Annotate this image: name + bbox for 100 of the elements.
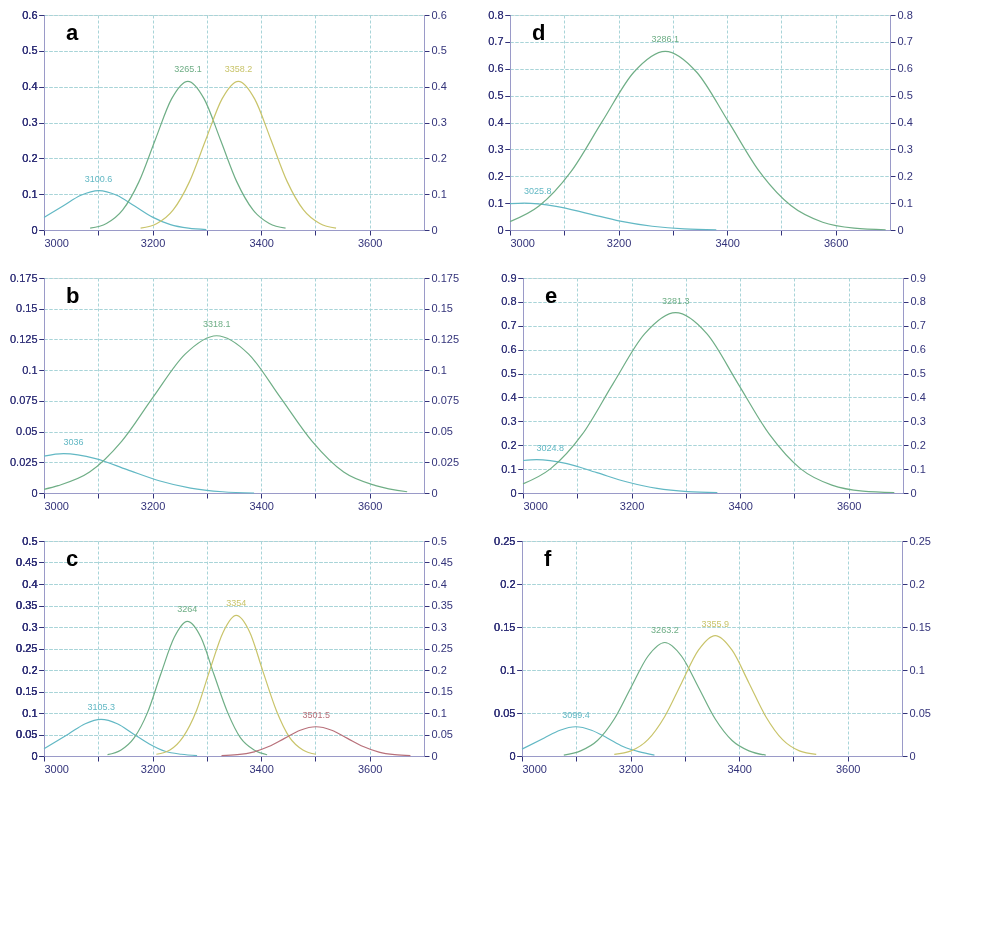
y2-tick-label: 0.4 bbox=[897, 116, 913, 128]
line-series bbox=[43, 335, 408, 493]
y2-tick-label: 0.9 bbox=[910, 271, 926, 284]
y2-tick-label: 0.075 bbox=[431, 394, 460, 407]
y2-tick-label: 0.3 bbox=[897, 142, 913, 155]
annotation: 3358.2 bbox=[224, 64, 253, 75]
y2-tick-label: 0.4 bbox=[910, 390, 926, 403]
y-tick-label: 0.4 bbox=[488, 116, 504, 128]
x-tick-label: 3200 bbox=[140, 762, 166, 775]
y-tick-label: 0.6 bbox=[488, 62, 504, 75]
y2-tick-label: 0.05 bbox=[909, 706, 931, 719]
y-tick-label: 0.5 bbox=[501, 367, 517, 380]
line-series bbox=[522, 312, 895, 494]
line-series bbox=[509, 50, 887, 231]
y2-tick-label: 0.125 bbox=[431, 332, 460, 345]
y-tick-label: 0 bbox=[510, 486, 517, 499]
y2-tick-label: 0.025 bbox=[431, 455, 460, 468]
y-tick-label: 0.3 bbox=[501, 414, 517, 427]
line-series bbox=[563, 641, 767, 756]
y2-tick-label: 0.2 bbox=[431, 663, 447, 676]
y-tick-label: 0 bbox=[509, 749, 516, 762]
y2-tick-label: 0.1 bbox=[431, 706, 447, 719]
y2-tick-label: 0.35 bbox=[431, 599, 453, 611]
y2-tick-label: 0 bbox=[909, 749, 916, 762]
x-tick-label: 3400 bbox=[727, 762, 752, 775]
y2-tick-label: 0.1 bbox=[909, 663, 925, 676]
y2-tick-label: 0.2 bbox=[431, 151, 447, 164]
y-tick-label: 0.05 bbox=[494, 706, 516, 719]
y2-tick-label: 0.5 bbox=[910, 367, 926, 380]
y-tick-label: 0.05 bbox=[16, 425, 38, 438]
annotation: 3025.8 bbox=[524, 186, 552, 197]
y-tick-label: 0.2 bbox=[22, 151, 38, 164]
y2-tick-label: 0.3 bbox=[431, 620, 447, 633]
x-tick-label: 3000 bbox=[522, 762, 547, 775]
annotation: 3281.3 bbox=[661, 295, 690, 306]
y-tick-label: 0.075 bbox=[9, 394, 38, 407]
x-tick-label: 3000 bbox=[44, 236, 69, 249]
y-tick-label: 0 bbox=[497, 223, 504, 236]
y2-tick-label: 0 bbox=[431, 223, 438, 236]
annotation: 3099.4 bbox=[562, 709, 590, 720]
x-tick-label: 3200 bbox=[619, 499, 645, 512]
y2-tick-label: 0.2 bbox=[897, 169, 913, 182]
x-tick-label: 3600 bbox=[836, 499, 862, 512]
y-tick-label: 0.05 bbox=[16, 728, 38, 740]
x-tick-label: 3400 bbox=[728, 499, 753, 512]
y2-tick-label: 0 bbox=[431, 486, 438, 499]
y-tick-label: 0.35 bbox=[16, 599, 38, 611]
annotation: 3024.8 bbox=[536, 442, 564, 453]
y2-tick-label: 0.05 bbox=[431, 425, 453, 438]
y-tick-label: 0.9 bbox=[501, 271, 517, 284]
y2-tick-label: 0.15 bbox=[909, 620, 931, 633]
annotation: 3264 bbox=[177, 604, 198, 615]
x-tick-label: 3600 bbox=[357, 499, 383, 512]
y2-tick-label: 0.6 bbox=[910, 343, 926, 356]
y-tick-label: 0 bbox=[31, 223, 38, 236]
annotation: 3105.3 bbox=[87, 702, 115, 713]
line-series bbox=[43, 718, 198, 757]
annotation: 3286.1 bbox=[651, 34, 680, 45]
x-tick-label: 3400 bbox=[249, 499, 274, 512]
x-tick-label: 3600 bbox=[835, 762, 861, 775]
y2-tick-label: 0.8 bbox=[910, 295, 926, 308]
y2-tick-label: 0 bbox=[910, 486, 917, 499]
y-tick-label: 0.25 bbox=[494, 534, 516, 547]
annotation: 3355.9 bbox=[701, 618, 729, 629]
y-tick-label: 0 bbox=[31, 749, 38, 762]
x-tick-label: 3200 bbox=[140, 236, 166, 249]
y-tick-label: 0.4 bbox=[22, 577, 38, 590]
y-tick-label: 0.5 bbox=[488, 89, 504, 102]
y-tick-label: 0.2 bbox=[488, 169, 504, 182]
annotation: f bbox=[544, 546, 552, 571]
annotation: b bbox=[66, 283, 80, 308]
y-tick-label: 0.3 bbox=[22, 620, 38, 633]
x-tick-label: 3400 bbox=[249, 762, 274, 775]
y-tick-label: 0.2 bbox=[501, 438, 517, 451]
annotation: e bbox=[545, 283, 558, 308]
y-tick-label: 0.1 bbox=[22, 363, 38, 376]
y2-tick-label: 0.05 bbox=[431, 728, 453, 740]
y2-tick-label: 0.7 bbox=[897, 35, 913, 48]
y-tick-label: 0 bbox=[31, 486, 38, 499]
y2-tick-label: 0.4 bbox=[431, 80, 447, 93]
annotation: 3501.5 bbox=[302, 709, 331, 720]
y-tick-label: 0.1 bbox=[22, 706, 38, 719]
x-tick-label: 3200 bbox=[618, 762, 644, 775]
annotation: 3100.6 bbox=[84, 173, 113, 184]
y2-tick-label: 0.2 bbox=[909, 577, 925, 590]
y2-tick-label: 0.15 bbox=[431, 685, 453, 697]
annotation: 3354 bbox=[226, 598, 247, 609]
annotation: c bbox=[66, 546, 79, 571]
y-tick-label: 0.5 bbox=[22, 44, 38, 57]
x-tick-label: 3200 bbox=[606, 236, 632, 249]
y-tick-label: 0.6 bbox=[22, 8, 38, 21]
line-series bbox=[43, 189, 207, 231]
y-tick-label: 0.1 bbox=[501, 462, 517, 475]
line-series bbox=[509, 202, 717, 231]
annotation: 3036 bbox=[63, 436, 84, 447]
x-tick-label: 3200 bbox=[140, 499, 166, 512]
y-tick-label: 0.7 bbox=[501, 319, 517, 332]
x-tick-label: 3400 bbox=[715, 236, 740, 249]
y-tick-label: 0.15 bbox=[16, 302, 38, 315]
annotation: a bbox=[66, 20, 79, 45]
